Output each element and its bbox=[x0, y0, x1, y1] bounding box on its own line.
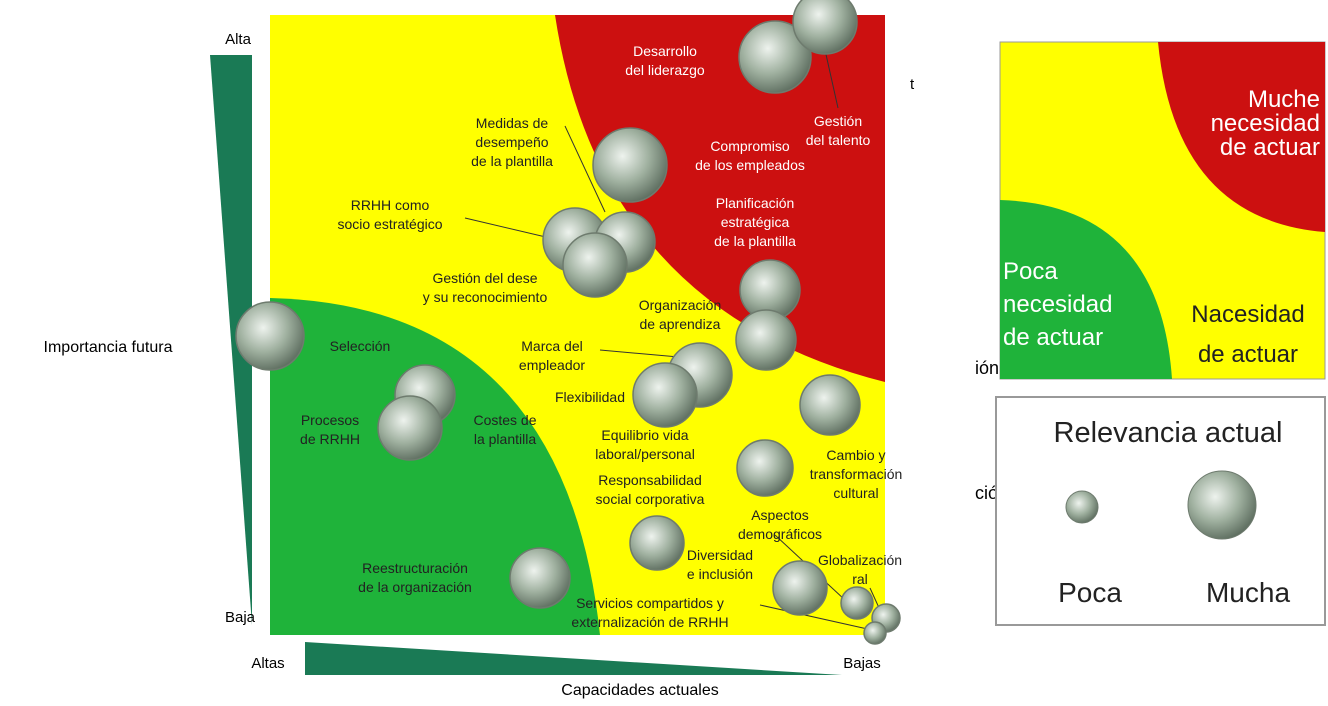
bubble bbox=[632, 362, 698, 428]
bubble-label: Procesos bbox=[301, 412, 359, 428]
bubble-label: Desarrollo bbox=[633, 43, 697, 59]
bubble-label: Responsabilidad bbox=[598, 472, 702, 488]
bubble bbox=[735, 309, 797, 371]
bubble-label: social corporativa bbox=[596, 491, 705, 507]
bubble-label: RRHH como bbox=[351, 197, 430, 213]
bubble-label: Selección bbox=[330, 338, 391, 354]
fragment: ión bbox=[975, 358, 999, 378]
y-high: Alta bbox=[225, 31, 252, 48]
size-legend bbox=[995, 396, 1326, 626]
bubble-label: Aspectos bbox=[751, 507, 809, 523]
bubble-label: Medidas de bbox=[476, 115, 549, 131]
bubble-label: Servicios compartidos y bbox=[576, 595, 724, 611]
bubble-label: del talento bbox=[806, 132, 871, 148]
small-bubble bbox=[1065, 490, 1099, 524]
bubble-label: la plantilla bbox=[474, 431, 536, 447]
bubble-label: de los empleados bbox=[695, 157, 805, 173]
size-legend-title: Relevancia actual bbox=[1054, 417, 1283, 449]
bubble bbox=[738, 20, 812, 94]
bubble-label: Gestión del dese bbox=[432, 270, 537, 286]
bubble bbox=[235, 301, 305, 371]
x-title: Capacidades actuales bbox=[561, 682, 718, 699]
bubble-label: desempeño bbox=[475, 134, 548, 150]
bubble bbox=[562, 232, 628, 298]
bubble-label: Globalización bbox=[818, 552, 902, 568]
legend-low bbox=[1000, 200, 1172, 379]
bubble-label: Gestión bbox=[814, 113, 862, 129]
high-text: de actuar bbox=[1220, 134, 1320, 161]
bubble-label: e inclusión bbox=[687, 566, 753, 582]
low-text: de actuar bbox=[1003, 324, 1103, 351]
y-wedge bbox=[210, 55, 252, 625]
high-text: Muche bbox=[1248, 86, 1320, 113]
high-text: necesidad bbox=[1211, 110, 1320, 137]
bubble-label: laboral/personal bbox=[595, 446, 695, 462]
bubble-label: cultural bbox=[833, 485, 878, 501]
bubble-label: Cambio y bbox=[826, 447, 885, 463]
x-left: Altas bbox=[251, 655, 284, 672]
size-large: Mucha bbox=[1206, 577, 1290, 608]
bubble bbox=[772, 560, 828, 616]
bubble-label: ral bbox=[852, 571, 868, 587]
bubble-label: empleador bbox=[519, 357, 585, 373]
bubble-label: Planificación bbox=[716, 195, 795, 211]
mid-text: Nacesidad bbox=[1191, 301, 1304, 328]
bubble-label: de la organización bbox=[358, 579, 472, 595]
high-need-region bbox=[555, 15, 885, 382]
bubble-label: Organización bbox=[639, 297, 722, 313]
x-wedge bbox=[305, 642, 842, 675]
size-small: Poca bbox=[1058, 577, 1122, 608]
bubble-label: Reestructuración bbox=[362, 560, 468, 576]
bubble bbox=[792, 0, 858, 55]
bubble-label: Costes de bbox=[473, 412, 536, 428]
low-text: necesidad bbox=[1003, 291, 1112, 318]
bubble-label: de la plantilla bbox=[471, 153, 553, 169]
bubbles bbox=[235, 0, 901, 645]
bubble-label: Marca del bbox=[521, 338, 582, 354]
bubble bbox=[509, 547, 571, 609]
bubble-label: demográficos bbox=[738, 526, 822, 542]
bubble-label: de la plantilla bbox=[714, 233, 796, 249]
legend-high bbox=[1158, 42, 1325, 232]
fragment: t bbox=[910, 76, 915, 93]
bubble-label: Flexibilidad bbox=[555, 389, 625, 405]
bubble-label: externalización de RRHH bbox=[571, 614, 728, 630]
bubble-label: y su reconocimiento bbox=[423, 289, 548, 305]
bubble-label: de RRHH bbox=[300, 431, 360, 447]
bubble-label: del liderazgo bbox=[625, 62, 705, 78]
bubble bbox=[840, 586, 874, 620]
bubble-label: estratégica bbox=[721, 214, 790, 230]
labels: Desarrollo del liderazgo Gestión del talent… bbox=[300, 43, 902, 630]
low-text: Poca bbox=[1003, 258, 1058, 285]
bubble bbox=[736, 439, 794, 497]
y-low: Baja bbox=[225, 609, 256, 626]
bubble bbox=[629, 515, 685, 571]
bubble bbox=[799, 374, 861, 436]
bubble-label: Diversidad bbox=[687, 547, 753, 563]
bubble bbox=[592, 127, 668, 203]
bubble bbox=[863, 621, 887, 645]
bubble-label: de aprendiza bbox=[640, 316, 721, 332]
bubble-label: socio estratégico bbox=[337, 216, 442, 232]
x-right: Bajas bbox=[843, 655, 881, 672]
large-bubble bbox=[1187, 470, 1257, 540]
bubble-label: transformación bbox=[810, 466, 903, 482]
y-title: Importancia futura bbox=[44, 339, 173, 356]
bubble-label: Compromiso bbox=[710, 138, 790, 154]
bubble bbox=[377, 395, 443, 461]
mid-text: de actuar bbox=[1198, 341, 1298, 368]
bubble-label: Equilibrio vida bbox=[601, 427, 688, 443]
low-need-region bbox=[270, 298, 600, 635]
